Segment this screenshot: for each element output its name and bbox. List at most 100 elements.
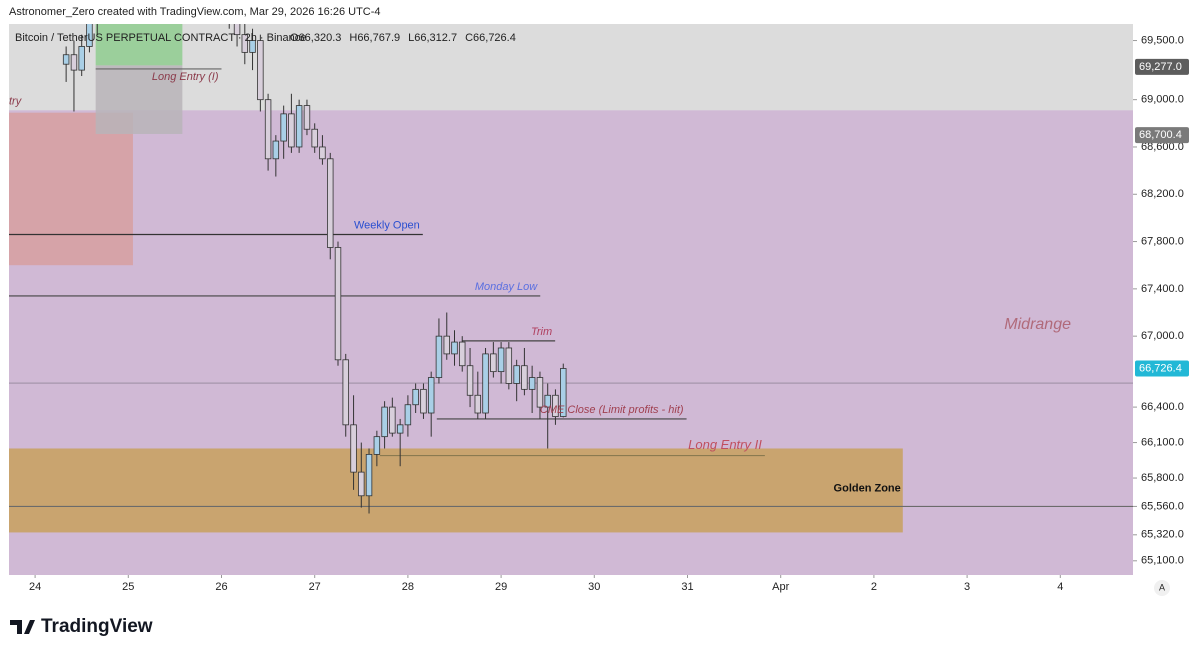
- candle-body: [280, 113, 287, 142]
- candle-body: [389, 406, 396, 434]
- symbol: Bitcoin / TetherUS PERPETUAL CONTRACT · …: [15, 32, 306, 44]
- line-label: Long Entry II: [688, 437, 762, 452]
- x-tick-label: 25: [122, 581, 134, 593]
- brand: TradingView: [41, 616, 153, 637]
- candle-body: [311, 128, 318, 148]
- logo-mark: [10, 620, 35, 634]
- candle-body: [334, 247, 342, 361]
- candle-body: [490, 353, 497, 373]
- candle-body: [443, 335, 450, 355]
- zone-label: Golden Zone: [834, 482, 901, 494]
- x-tick-label: 29: [495, 581, 507, 593]
- x-tick-label: 24: [29, 581, 41, 593]
- y-tick-label: 65,800.0: [1141, 472, 1184, 484]
- x-tick-label: 2: [871, 581, 877, 593]
- line-label: Weekly Open: [354, 219, 420, 231]
- ohlc-label: O66,320.3: [290, 32, 341, 44]
- y-tick-label: 68,600.0: [1141, 141, 1184, 153]
- candle-body: [536, 377, 544, 408]
- candle-body: [86, 24, 93, 47]
- zone: [95, 65, 183, 134]
- candle-body: [62, 54, 70, 65]
- logo: TradingView: [10, 616, 153, 637]
- candle-body: [241, 34, 249, 53]
- axes: 69,500.0 69,000.0 68,600.0 68,200.0 67,800.0…: [29, 34, 1189, 593]
- candle-body: [404, 404, 412, 426]
- plot: Midrange try Golden Zone Weekly Open Monday …: [9, 0, 1133, 575]
- auto-scale[interactable]: [1154, 580, 1170, 596]
- x-tick-label: 26: [215, 581, 227, 593]
- candle-body: [365, 453, 373, 497]
- candle-body: [272, 140, 280, 160]
- y-tick-label: 67,800.0: [1141, 235, 1184, 247]
- candle-body: [505, 347, 513, 384]
- credit: Astronomer_Zero created with TradingView…: [9, 6, 381, 18]
- zone: [95, 24, 183, 66]
- candle-body: [249, 40, 256, 53]
- x-tick-label: 27: [309, 581, 321, 593]
- candle-body: [474, 394, 482, 414]
- candle-body: [528, 377, 536, 390]
- y-tick-label: 66,400.0: [1141, 401, 1184, 413]
- ohlc-label: C66,726.4: [465, 32, 516, 44]
- time-axis: [9, 575, 1133, 598]
- line-label: CME Close (Limit profits - hit): [540, 404, 684, 416]
- candle-body: [303, 105, 311, 130]
- line-label: Trim: [531, 326, 552, 338]
- candle-body: [420, 388, 427, 414]
- candle-body: [319, 146, 326, 160]
- auto-scale-label[interactable]: A: [1159, 582, 1165, 592]
- x-tick-label: 3: [964, 581, 970, 593]
- candle-body: [295, 105, 303, 148]
- candle-body: [521, 365, 528, 390]
- y-tick-label: 67,400.0: [1141, 283, 1184, 295]
- candle-body: [264, 99, 272, 160]
- candle-body: [350, 424, 357, 473]
- candle-body: [396, 424, 404, 434]
- candle-body: [327, 158, 334, 248]
- y-tick-label: 69,500.0: [1141, 34, 1184, 46]
- x-tick-label: 28: [402, 581, 414, 593]
- candle-body: [513, 365, 520, 384]
- candle-body: [110, 0, 116, 5]
- candle-body: [544, 394, 551, 408]
- candle-body: [427, 377, 435, 414]
- price-badge: [1135, 360, 1189, 377]
- candle-body: [157, 0, 163, 3]
- candle-body: [412, 388, 419, 406]
- candle-body: [459, 341, 466, 367]
- candle-body: [451, 341, 458, 355]
- candle-body: [342, 359, 349, 426]
- price-axis: [1133, 24, 1200, 598]
- candle-body: [552, 394, 559, 417]
- zone: [9, 112, 133, 266]
- price-badge-label: 69,277.0: [1139, 61, 1182, 73]
- candle-body: [381, 406, 388, 438]
- line-label: Long Entry (I): [152, 71, 219, 83]
- y-tick-label: 67,000.0: [1141, 330, 1184, 342]
- price-badge-label: 66,726.4: [1139, 362, 1182, 374]
- candle-body: [482, 353, 489, 414]
- candle-body: [373, 436, 381, 455]
- price-badge: [1135, 127, 1189, 144]
- candle-body: [78, 46, 85, 71]
- y-tick-label: 69,000.0: [1141, 94, 1184, 106]
- y-tick-label: 65,100.0: [1141, 555, 1184, 567]
- zone-label: try: [9, 96, 23, 108]
- x-tick-label: Apr: [772, 581, 789, 593]
- candle-body: [70, 54, 78, 71]
- x-tick-label: 30: [588, 581, 600, 593]
- ohlc-label: L66,312.7: [408, 32, 457, 44]
- candle-body: [358, 471, 365, 497]
- zone: [9, 448, 903, 533]
- candle-body: [497, 347, 505, 373]
- y-tick-label: 65,320.0: [1141, 529, 1184, 541]
- price-badge-label: 68,700.4: [1139, 129, 1182, 141]
- line-label: Monday Low: [475, 281, 538, 293]
- price-badge: [1135, 58, 1189, 75]
- y-tick-label: 65,560.0: [1141, 500, 1184, 512]
- ohlc-label: H66,767.9: [349, 32, 400, 44]
- candle-body: [288, 113, 295, 148]
